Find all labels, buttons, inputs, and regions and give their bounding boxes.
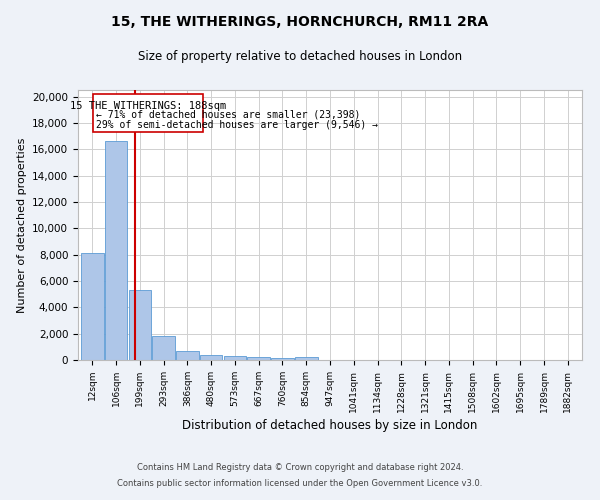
Bar bbox=[128, 290, 151, 360]
Text: 29% of semi-detached houses are larger (9,546) →: 29% of semi-detached houses are larger (… bbox=[97, 120, 379, 130]
Bar bbox=[271, 358, 294, 360]
Text: Contains public sector information licensed under the Open Government Licence v3: Contains public sector information licen… bbox=[118, 478, 482, 488]
Bar bbox=[176, 351, 199, 360]
Text: 15 THE WITHERINGS: 188sqm: 15 THE WITHERINGS: 188sqm bbox=[70, 100, 226, 110]
Bar bbox=[295, 357, 317, 360]
Text: Size of property relative to detached houses in London: Size of property relative to detached ho… bbox=[138, 50, 462, 63]
Bar bbox=[94, 94, 203, 132]
Text: ← 71% of detached houses are smaller (23,398): ← 71% of detached houses are smaller (23… bbox=[97, 110, 361, 120]
Bar bbox=[105, 142, 127, 360]
Bar bbox=[152, 336, 175, 360]
Bar bbox=[200, 356, 223, 360]
Bar bbox=[247, 358, 270, 360]
Text: 15, THE WITHERINGS, HORNCHURCH, RM11 2RA: 15, THE WITHERINGS, HORNCHURCH, RM11 2RA bbox=[112, 15, 488, 29]
X-axis label: Distribution of detached houses by size in London: Distribution of detached houses by size … bbox=[182, 419, 478, 432]
Text: Contains HM Land Registry data © Crown copyright and database right 2024.: Contains HM Land Registry data © Crown c… bbox=[137, 464, 463, 472]
Bar bbox=[224, 356, 246, 360]
Bar bbox=[81, 254, 104, 360]
Y-axis label: Number of detached properties: Number of detached properties bbox=[17, 138, 26, 312]
